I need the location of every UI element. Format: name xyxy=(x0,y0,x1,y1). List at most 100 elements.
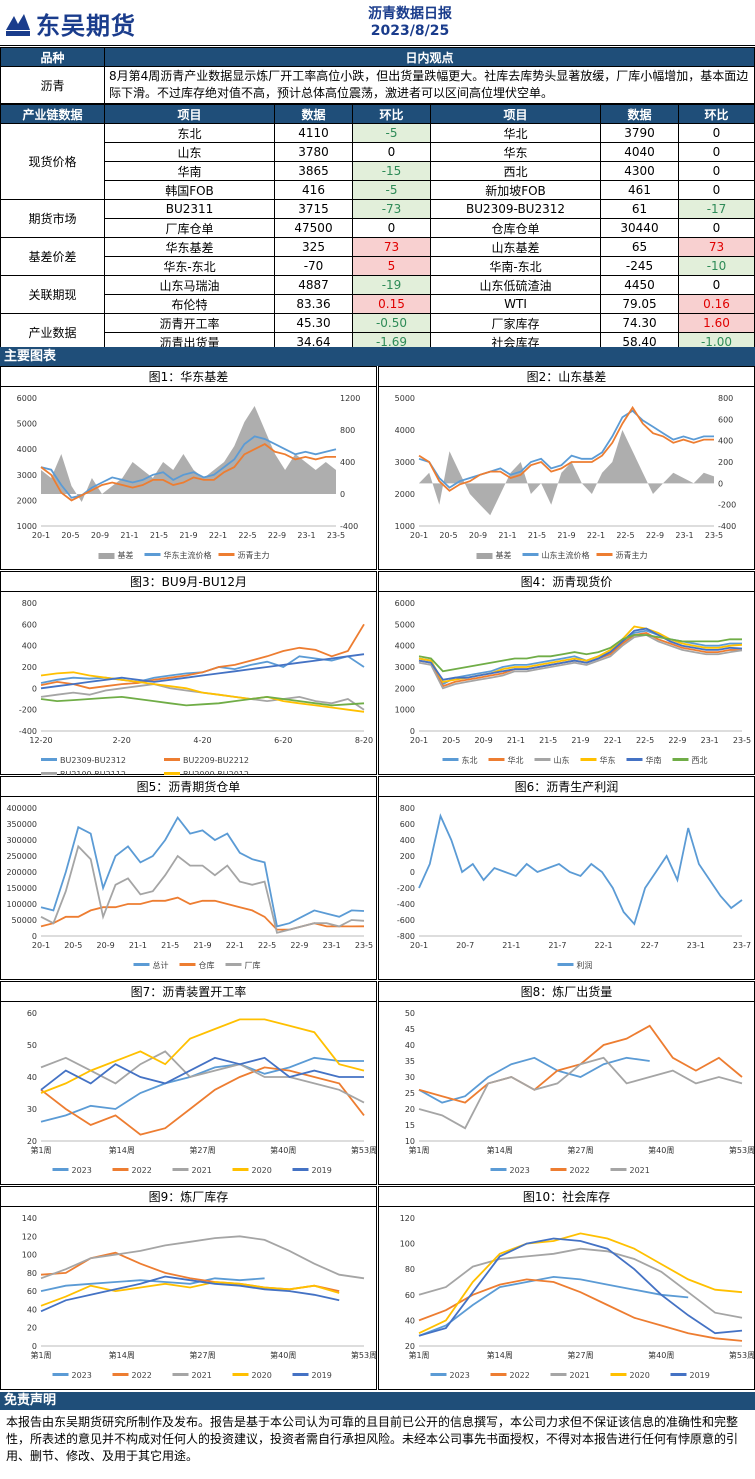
legend-label: 2021 xyxy=(570,1371,590,1380)
legend-swatch xyxy=(41,758,57,761)
legend-label: 沥青主力 xyxy=(616,550,648,560)
item-right: 厂家库存 xyxy=(430,313,601,333)
value-left: 4887 xyxy=(274,275,353,295)
y-tick-label: 100 xyxy=(400,1240,415,1249)
x-tick-label: 22-9 xyxy=(668,736,686,745)
item-right: 华南-东北 xyxy=(430,256,601,276)
y2-tick-label: 0 xyxy=(718,479,723,488)
series-line-2022 xyxy=(418,1278,743,1342)
series-line-2019 xyxy=(40,1275,340,1313)
chg-right: 0.16 xyxy=(678,294,755,314)
legend-label: 山东主流价格 xyxy=(542,550,590,560)
value-left: 83.36 xyxy=(274,294,353,314)
group-name: 期货市场 xyxy=(0,199,105,238)
legend-swatch xyxy=(232,1168,249,1171)
legend-swatch xyxy=(610,1373,627,1376)
chg-header-right: 环比 xyxy=(678,104,755,124)
item-left: 华东基差 xyxy=(104,237,275,257)
charts-section-title: 主要图表 xyxy=(0,347,755,366)
x-tick-label: 20-5 xyxy=(439,531,457,540)
item-right: 华东 xyxy=(430,142,601,162)
x-tick-label: 第1周 xyxy=(30,1350,51,1360)
x-tick-label: 第40周 xyxy=(270,1145,296,1155)
value-right: 79.05 xyxy=(600,294,679,314)
y-tick-label: 20 xyxy=(27,1137,37,1146)
value-left: 4110 xyxy=(274,123,353,143)
y-tick-label: -800 xyxy=(397,932,415,941)
y-tick-label: 0 xyxy=(32,684,37,693)
series-line-西北 xyxy=(418,634,742,673)
x-tick-label: 第53周 xyxy=(729,1350,754,1360)
series-line-华南 xyxy=(418,627,743,681)
chg-right: 1.60 xyxy=(678,313,755,333)
chart-3: 图3：BU9月-BU12月 800 600 400 200 0 -200 -400 12-20 2… xyxy=(0,571,377,775)
y-tick-label: 300000 xyxy=(6,836,37,845)
variety-header: 品种 xyxy=(0,47,105,67)
chart-title: 图1：华东基差 xyxy=(1,367,376,387)
x-tick-label: 第53周 xyxy=(729,1145,754,1155)
x-tick-label: 22-9 xyxy=(268,531,286,540)
y-tick-label: 2000 xyxy=(17,496,37,505)
legend-swatch xyxy=(225,963,242,966)
report-title: 沥青数据日报 xyxy=(368,6,452,22)
item-header-right: 项目 xyxy=(430,104,601,124)
legend-swatch xyxy=(133,963,150,966)
y2-tick-label: -200 xyxy=(718,501,736,510)
legend-swatch xyxy=(52,1373,69,1376)
x-tick-label: 21-5 xyxy=(150,531,168,540)
legend-label: 2019 xyxy=(312,1371,332,1380)
x-tick-label: 21-9 xyxy=(193,941,211,950)
x-tick-label: 20-1 xyxy=(410,531,428,540)
chg-right: 0 xyxy=(678,275,755,295)
x-tick-label: 21-5 xyxy=(161,941,179,950)
legend-swatch xyxy=(179,963,196,966)
x-tick-label: 23-5 xyxy=(733,736,751,745)
y-tick-label: 60 xyxy=(27,1009,37,1018)
item-left: 沥青开工率 xyxy=(104,313,275,333)
chart-plot: 400000 350000 300000 250000 200000 150000 1000… xyxy=(6,804,373,970)
series-line-山东 xyxy=(418,634,743,690)
chart-title: 图8：炼厂出货量 xyxy=(379,982,754,1002)
y2-tick-label: 800 xyxy=(718,394,733,403)
series-line-2020 xyxy=(40,1281,340,1307)
x-tick-label: 第14周 xyxy=(487,1350,513,1360)
x-tick-label: 20-9 xyxy=(97,941,115,950)
y2-tick-label: 600 xyxy=(718,415,733,424)
x-tick-label: 第14周 xyxy=(487,1145,513,1155)
chart-plot: 60005000400030002000100012008004000-4002… xyxy=(17,394,361,560)
item-right: 华北 xyxy=(430,123,601,143)
group-name: 产业数据 xyxy=(0,313,105,352)
y2-tick-label: 400 xyxy=(718,437,733,446)
y-tick-label: 120 xyxy=(22,1232,37,1241)
y-tick-label: 50 xyxy=(27,1041,37,1050)
chg-left: 0.15 xyxy=(352,294,431,314)
value-right: 61 xyxy=(600,199,679,219)
y-tick-label: 10 xyxy=(405,1137,415,1146)
y-tick-label: 200 xyxy=(22,663,37,672)
x-tick-label: 21-5 xyxy=(528,531,546,540)
chg-left: -5 xyxy=(352,180,431,200)
y-tick-label: 800 xyxy=(22,599,37,608)
y-tick-label: -200 xyxy=(397,884,415,893)
y2-tick-label: 0 xyxy=(340,490,345,499)
legend-label: 东北 xyxy=(462,755,478,765)
legend-label: 山东 xyxy=(554,755,570,765)
y-tick-label: 30 xyxy=(405,1073,415,1082)
legend-swatch xyxy=(442,758,459,761)
x-tick-label: 第14周 xyxy=(109,1350,135,1360)
x-tick-label: 20-1 xyxy=(410,736,428,745)
item-right: 山东基差 xyxy=(430,237,601,257)
x-tick-label: 23-5 xyxy=(327,531,345,540)
item-left: 华东-东北 xyxy=(104,256,275,276)
x-tick-label: 12-20 xyxy=(29,736,52,745)
item-left: 厂库仓单 xyxy=(104,218,275,238)
section-header: 产业链数据 xyxy=(0,104,105,124)
x-tick-label: 23-5 xyxy=(355,941,373,950)
x-tick-label: 23-1 xyxy=(687,941,705,950)
group-name: 现货价格 xyxy=(0,123,105,200)
x-tick-label: 23-1 xyxy=(675,531,693,540)
series-line-厂库 xyxy=(40,844,365,934)
y-tick-label: 20 xyxy=(27,1324,37,1333)
y-tick-label: 1000 xyxy=(17,522,37,531)
